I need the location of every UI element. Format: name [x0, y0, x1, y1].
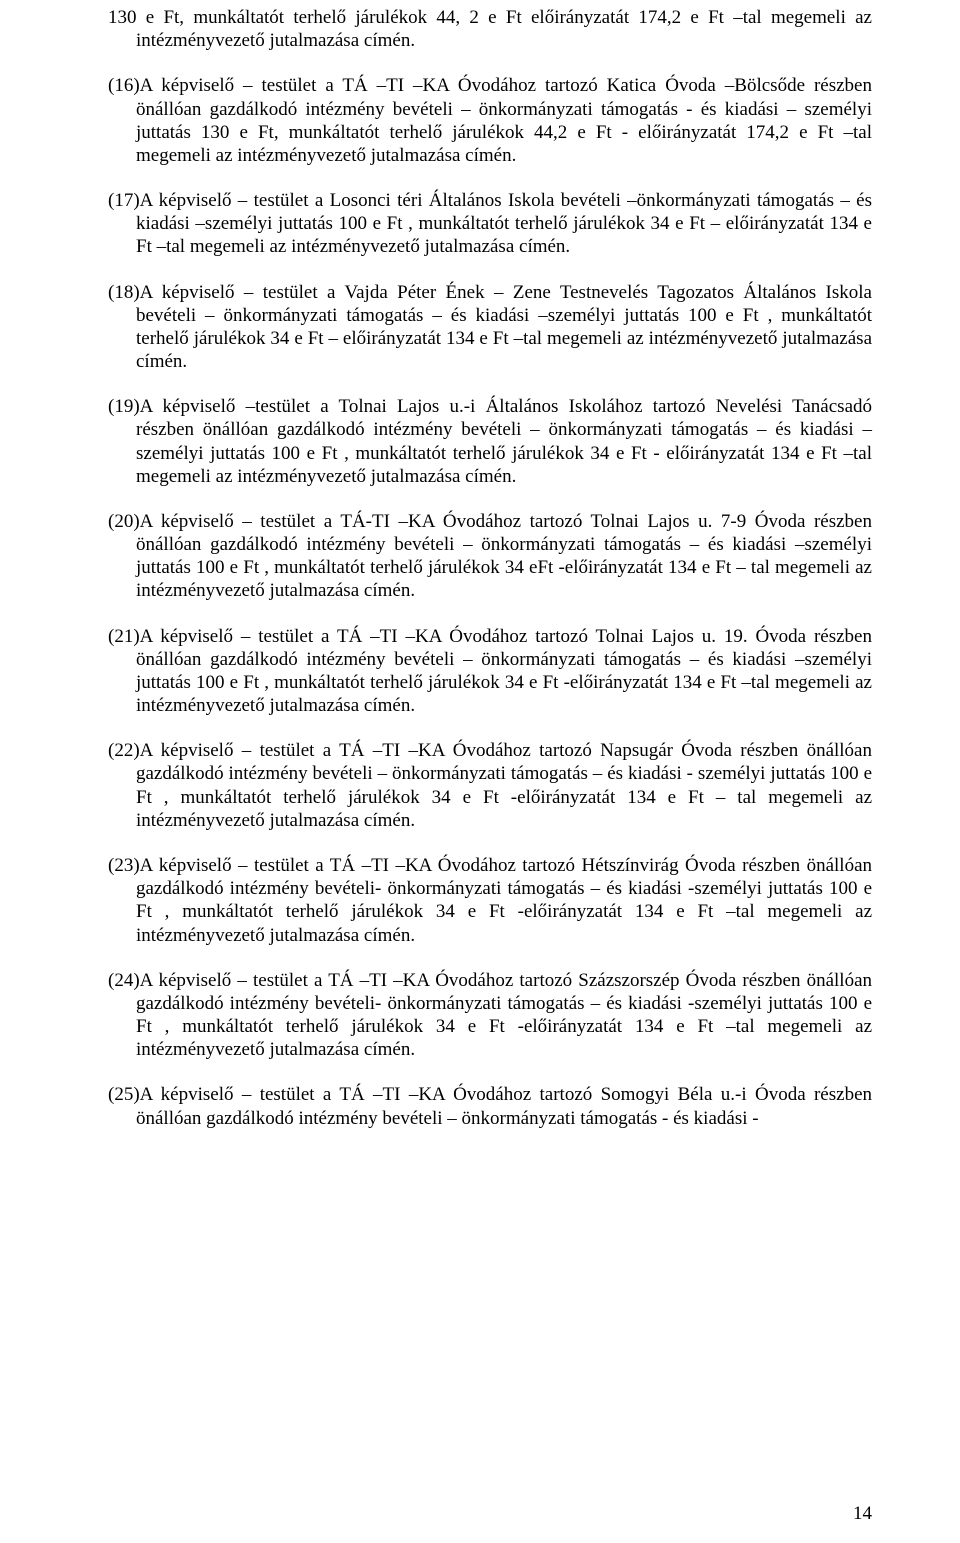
paragraph-16: (16)A képviselő – testület a TÁ –TI –KA …	[108, 74, 872, 167]
paragraph-19: (19)A képviselő –testület a Tolnai Lajos…	[108, 395, 872, 488]
paragraph-24: (24)A képviselő – testület a TÁ –TI –KA …	[108, 969, 872, 1062]
paragraph-17: (17)A képviselő – testület a Losonci tér…	[108, 189, 872, 259]
paragraph-23: (23)A képviselő – testület a TÁ –TI –KA …	[108, 854, 872, 947]
document-page: 130 e Ft, munkáltatót terhelő járulékok …	[0, 0, 960, 1543]
paragraph-25: (25)A képviselő – testület a TÁ –TI –KA …	[108, 1083, 872, 1129]
paragraph-20: (20)A képviselő – testület a TÁ-TI –KA Ó…	[108, 510, 872, 603]
paragraph-21: (21)A képviselő – testület a TÁ –TI –KA …	[108, 625, 872, 718]
paragraph-22: (22)A képviselő – testület a TÁ –TI –KA …	[108, 739, 872, 832]
paragraph-18: (18)A képviselő – testület a Vajda Péter…	[108, 281, 872, 374]
page-number: 14	[853, 1502, 872, 1525]
paragraph-continuation: 130 e Ft, munkáltatót terhelő járulékok …	[108, 0, 872, 52]
